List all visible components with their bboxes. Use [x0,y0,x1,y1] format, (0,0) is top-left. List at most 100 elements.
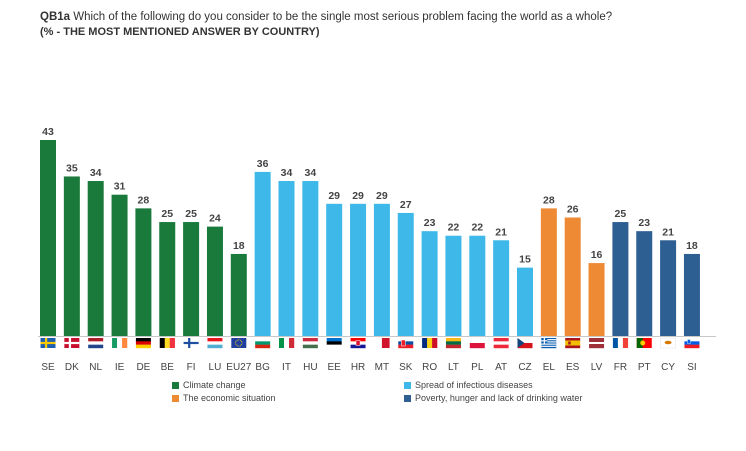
flag-star [239,345,241,347]
flag-stripe [517,338,533,344]
flag-stripe [326,341,342,345]
value-label-fr: 25 [615,208,627,220]
bar-hu [302,181,319,336]
bar-sk [397,212,414,336]
flag-stripe [541,346,557,349]
value-label-be: 25 [161,208,173,220]
flag-stripe [445,344,461,349]
flag-cross [183,341,199,345]
flag-stripe [302,341,318,345]
flag-cross [541,340,548,342]
flag-stripe [350,344,366,349]
flag-stripe [541,341,557,343]
flag-stripe [469,343,485,349]
flag-triangle [517,338,525,348]
flag-stripe [169,338,175,348]
value-label-ie: 31 [114,181,126,193]
bar-hr [350,203,367,336]
flag-emblem [687,339,691,344]
flag-emblem [568,341,571,345]
bar-lv [588,263,605,336]
category-label-fr: FR [614,362,627,373]
flag-stripe [398,344,414,349]
flag-stripe [159,338,165,348]
bar-fi [183,222,200,336]
legend-swatch-poverty [404,394,411,402]
bar-nl [87,181,104,336]
flag-stripe [302,338,318,342]
value-label-pl: 22 [471,222,483,234]
bar-mt [373,203,390,336]
value-label-lu: 24 [209,213,221,225]
flag-stripe [541,342,557,344]
flag-stripe [112,338,118,348]
value-label-hr: 29 [352,190,364,202]
flag-stripe [255,344,271,349]
bar-pl [469,235,486,336]
value-label-nl: 34 [90,167,102,179]
bar-de [135,208,152,336]
legend-swatch-infectious [404,381,411,389]
bar-si [683,253,700,336]
flag-stripe [207,338,223,342]
flag-stripe [617,338,624,348]
flag-star [235,342,237,344]
category-label-de: DE [136,362,150,373]
flag-stripe [589,338,605,341]
flag-stripe [88,338,104,342]
legend-swatch-climate [172,381,179,389]
value-label-de: 28 [138,194,150,206]
flag-stripe [589,340,605,343]
flag-stripe [350,338,366,342]
value-label-it: 34 [281,167,293,179]
bar-eu27 [230,253,247,336]
flag-stripe [517,343,533,349]
flag-stripe [469,338,485,344]
category-label-lv: LV [591,362,603,373]
flag-emblem [355,340,361,346]
category-label-lu: LU [209,362,222,373]
flag-emblem [664,340,672,345]
flag-stripe [326,344,342,349]
flag-cross [64,341,80,345]
value-label-hu: 34 [305,167,317,179]
value-label-bg: 36 [257,158,269,170]
bar-lt [445,235,462,336]
flag-emblem [401,339,406,347]
value-label-at: 21 [495,226,507,238]
flag-stripe [289,338,295,348]
legend-item-economic: The economic situation [172,393,276,403]
category-label-it: IT [282,362,291,373]
flag-stripe [493,341,509,345]
flag-stripe [326,338,342,342]
legend-label-climate: Climate change [183,380,246,390]
category-label-ee: EE [328,362,342,373]
bar-at [493,240,510,336]
bar-be [159,222,176,336]
flag-stripe [398,338,414,342]
flag-stripe [565,338,581,341]
bar-fr [612,222,629,336]
flag-star [239,339,241,341]
flag-cross [40,341,56,345]
value-label-fi: 25 [185,208,197,220]
flag-stripe [612,338,619,348]
flag-stripe [88,344,104,349]
question-code: QB1a [40,11,71,23]
flag-stripe [135,338,151,342]
category-label-ie: IE [115,362,125,373]
flag-stripe [589,346,605,349]
flag-stripe [541,345,557,348]
category-label-sk: SK [399,362,413,373]
question-text: Which of the following do you consider t… [73,11,613,23]
category-label-bg: BG [255,362,270,373]
legend-item-climate: Climate change [172,380,246,390]
category-label-pt: PT [638,362,651,373]
flag-stripe [493,344,509,349]
value-label-lt: 22 [448,222,460,234]
legend-label-infectious: Spread of infectious diseases [415,380,533,390]
category-label-eu27: EU27 [226,362,251,373]
flag-stripe [541,339,557,341]
flag-stripe [207,341,223,345]
flag-stripe [207,344,223,349]
